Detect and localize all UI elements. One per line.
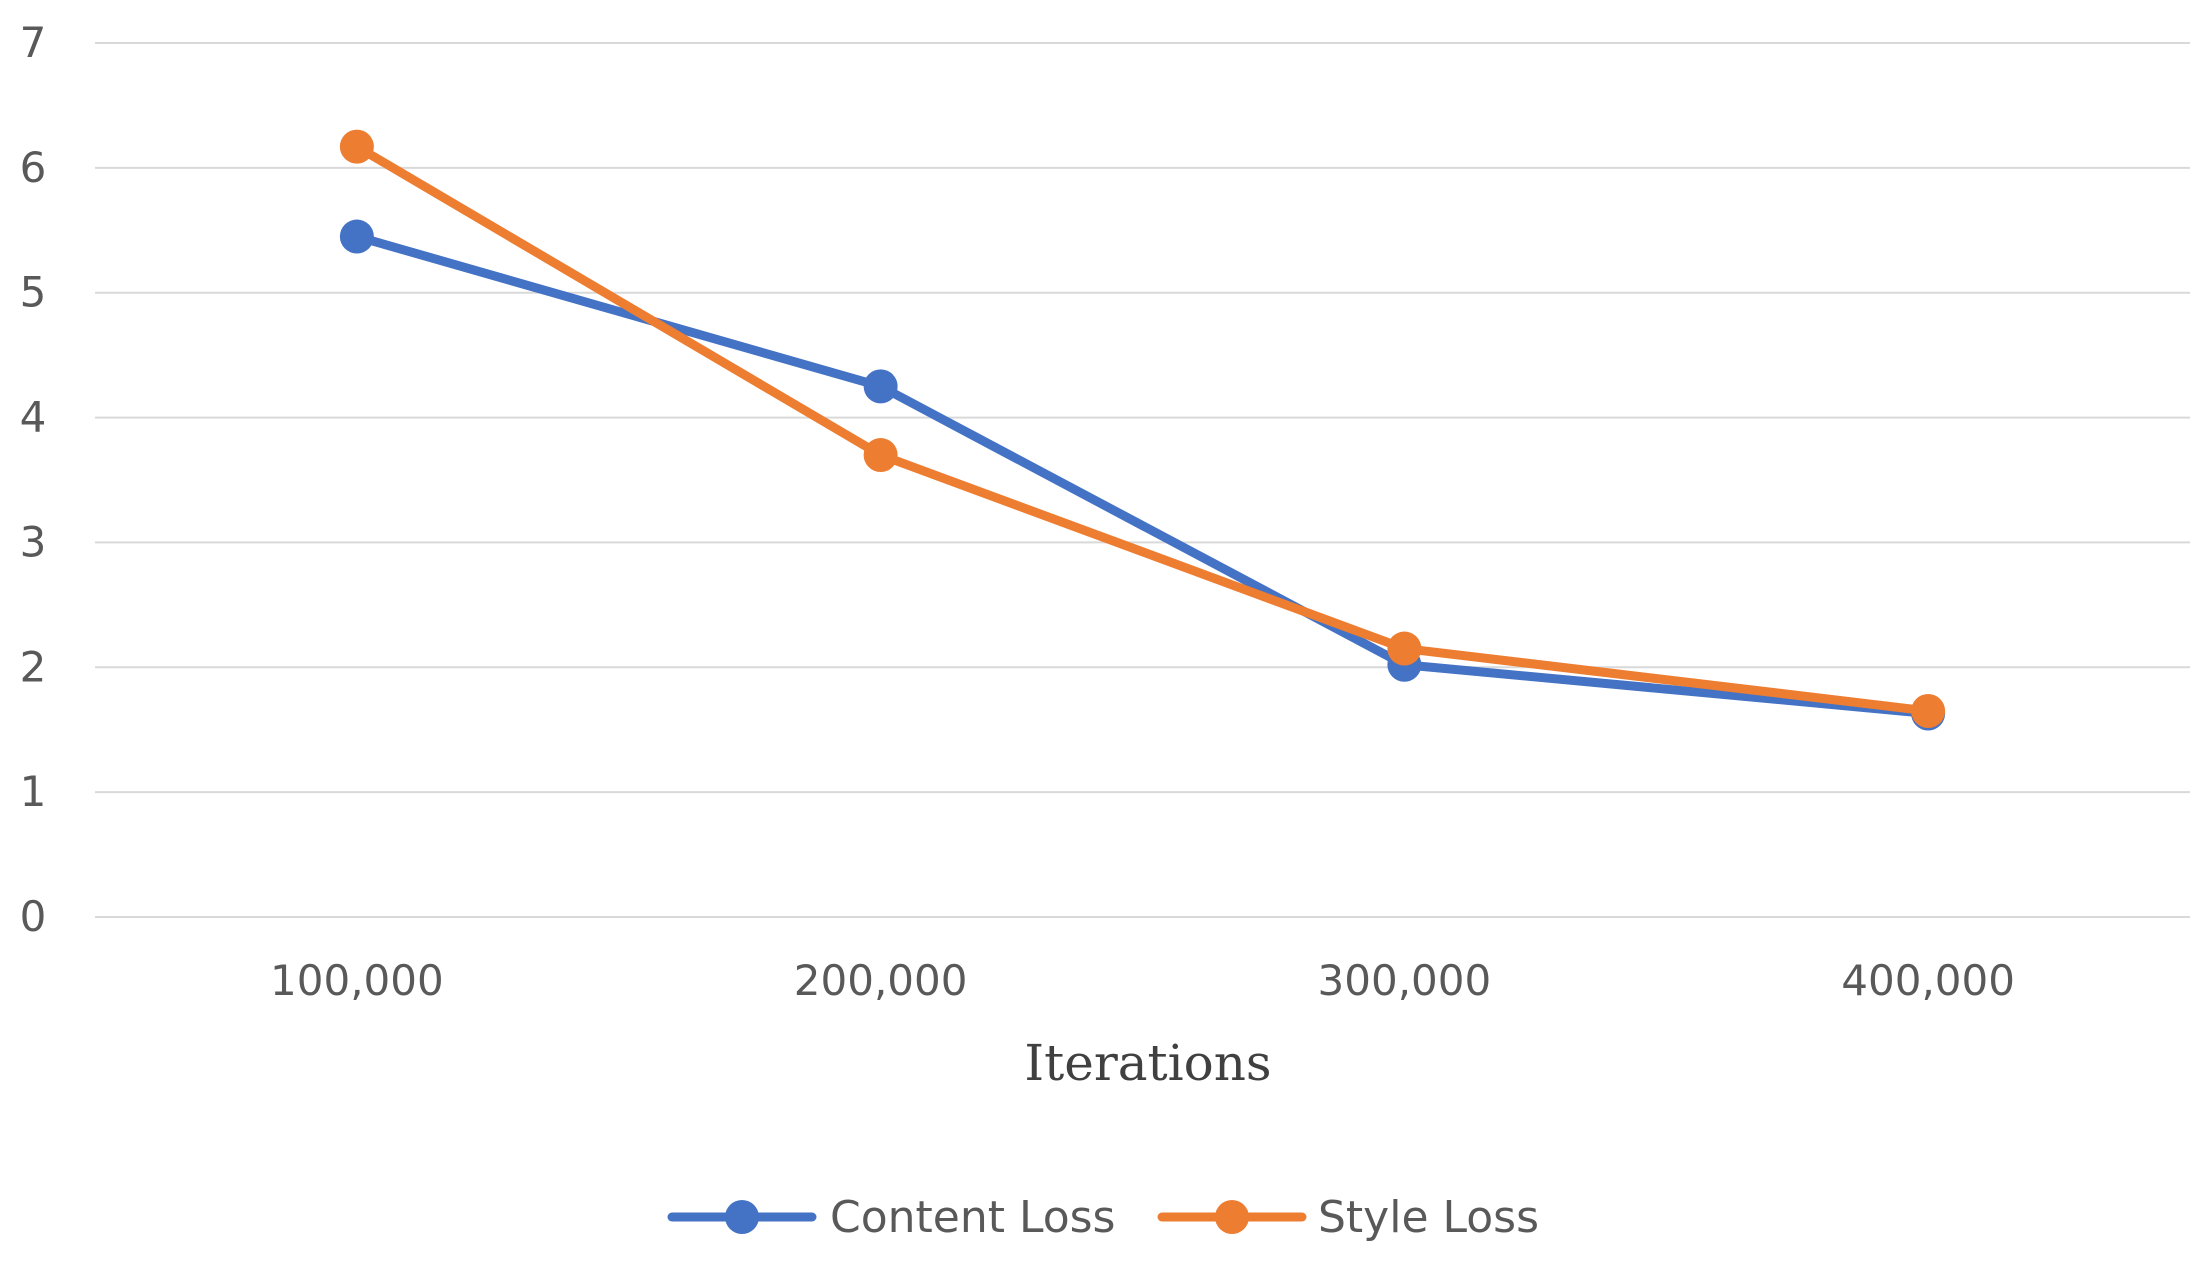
y-tick-label: 1 <box>20 767 47 816</box>
y-tick-label: 5 <box>20 268 47 317</box>
x-axis-title: Iterations <box>1024 1034 1271 1092</box>
data-point-content-loss <box>339 219 374 254</box>
y-tick-label: 0 <box>20 892 47 941</box>
x-tick-label: 200,000 <box>794 956 968 1005</box>
series-style-loss <box>339 129 1946 728</box>
x-tick-label: 400,000 <box>1841 956 2015 1005</box>
y-tick-label: 6 <box>20 143 47 192</box>
data-point-style-loss <box>863 438 898 473</box>
legend-item-style-loss: Style Loss <box>1157 1192 1539 1243</box>
series-line-content-loss <box>352 232 1933 718</box>
y-tick-label: 7 <box>20 18 47 67</box>
grid-layer <box>95 42 2190 918</box>
legend: Content Loss Style Loss <box>667 1192 1539 1243</box>
x-tick-label: 300,000 <box>1318 956 1492 1005</box>
data-point-content-loss <box>863 369 898 404</box>
x-tick-label: 100,000 <box>270 956 444 1005</box>
series-layer <box>339 129 1946 731</box>
series-line-style-loss <box>352 142 1933 716</box>
y-tick-label: 4 <box>20 393 47 442</box>
data-point-style-loss <box>1911 693 1946 728</box>
legend-label-style-loss: Style Loss <box>1318 1192 1539 1243</box>
series-content-loss <box>339 219 1946 731</box>
legend-marker-style-loss <box>1215 1200 1249 1234</box>
y-axis-tick-labels: 0 1 2 3 4 5 6 7 <box>20 18 47 941</box>
data-point-style-loss <box>339 129 374 164</box>
x-axis-tick-labels: 100,000 200,000 300,000 400,000 <box>270 956 2015 1005</box>
legend-label-content-loss: Content Loss <box>830 1192 1115 1243</box>
data-point-style-loss <box>1387 631 1422 666</box>
y-tick-label: 3 <box>20 517 47 566</box>
legend-item-content-loss: Content Loss <box>667 1192 1115 1243</box>
legend-marker-content-loss <box>725 1200 759 1234</box>
y-tick-label: 2 <box>20 642 47 691</box>
